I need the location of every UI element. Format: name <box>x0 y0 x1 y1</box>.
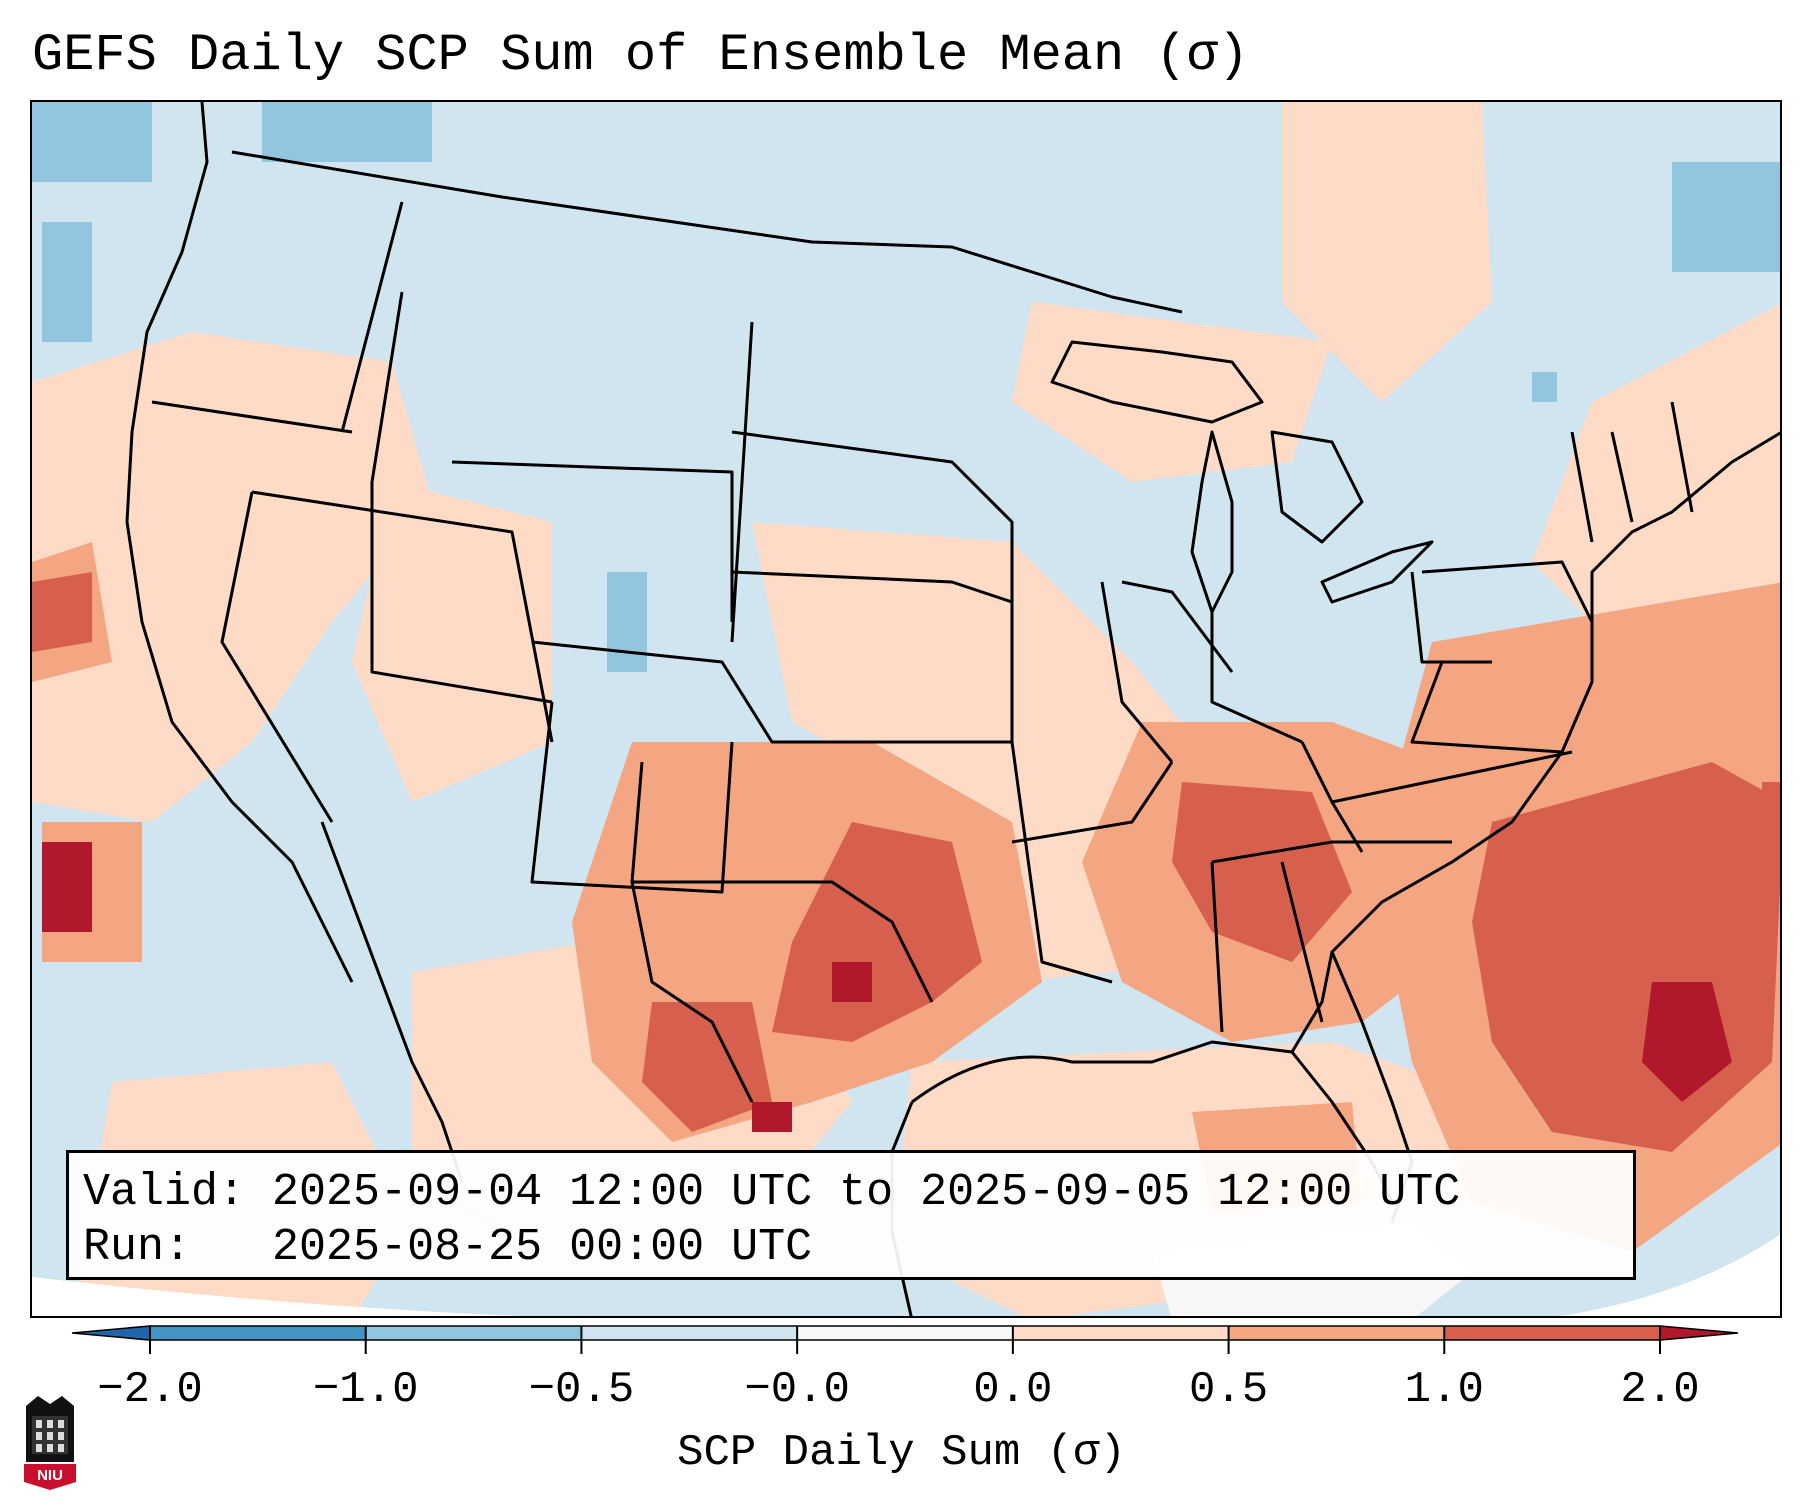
colorbar-segment <box>1228 1326 1445 1340</box>
colorbar-segment <box>150 1326 366 1340</box>
colorbar-segment <box>1012 1326 1229 1340</box>
colorbar-extend-low <box>71 1325 151 1341</box>
run-value: 2025-08-25 00:00 UTC <box>272 1222 813 1273</box>
colorbar-tick-label: −0.5 <box>528 1365 635 1415</box>
negative-anomaly-patches <box>32 102 1780 672</box>
lake-superior <box>1050 340 1264 424</box>
colorbar <box>71 1325 1739 1354</box>
strong-positive-regions <box>32 572 1780 1152</box>
projection-edge-left <box>32 1277 519 1316</box>
us-west-coast <box>125 102 354 983</box>
lake-huron <box>1270 430 1364 544</box>
very-strong-positive-regions <box>42 842 1732 1132</box>
gulf-coast <box>911 1040 1394 1203</box>
colorbar-segment <box>581 1326 798 1340</box>
valid-row: Valid: 2025-09-04 12:00 UTC to 2025-09-0… <box>83 1165 1633 1220</box>
run-row: Run: 2025-08-25 00:00 UTC <box>83 1220 1633 1275</box>
colorbar-label: SCP Daily Sum (σ) <box>677 1428 1126 1478</box>
colorbar-tick-label: −2.0 <box>97 1365 203 1415</box>
canada-us-border <box>231 150 1183 314</box>
validity-info-box: Valid: 2025-09-04 12:00 UTC to 2025-09-0… <box>66 1150 1636 1280</box>
colorbar-extend-high <box>1659 1325 1739 1341</box>
us-east-coast <box>1330 431 1780 954</box>
colorbar-tick-label: 2.0 <box>1620 1365 1700 1415</box>
colorbar-segment <box>797 1326 1013 1340</box>
colorbar-tick-label: −1.0 <box>312 1365 419 1415</box>
colorbar-segment <box>1444 1326 1660 1340</box>
niu-logo-text: NIU <box>37 1467 63 1484</box>
projection-edge-right <box>1560 1234 1780 1316</box>
map-area <box>30 100 1782 1318</box>
run-label: Run: <box>83 1222 192 1273</box>
colorbar-tick-label: 1.0 <box>1404 1365 1484 1415</box>
valid-value: 2025-09-04 12:00 UTC to 2025-09-05 12:00… <box>272 1167 1461 1218</box>
colorbar-tick-label: −0.0 <box>744 1365 850 1415</box>
chart-title: GEFS Daily SCP Sum of Ensemble Mean (σ) <box>32 26 1249 85</box>
colorbar-segment <box>365 1326 582 1340</box>
colorbar-tick-label: 0.5 <box>1188 1365 1269 1415</box>
colorbar-tick-label: 0.0 <box>973 1365 1053 1415</box>
baja-coast <box>320 821 464 1183</box>
anomaly-map <box>32 102 1780 1316</box>
niu-logo-icon: NIU <box>24 1396 76 1490</box>
lake-erie <box>1320 540 1434 604</box>
valid-label: Valid: <box>83 1167 246 1218</box>
boundaries <box>125 102 1780 1316</box>
